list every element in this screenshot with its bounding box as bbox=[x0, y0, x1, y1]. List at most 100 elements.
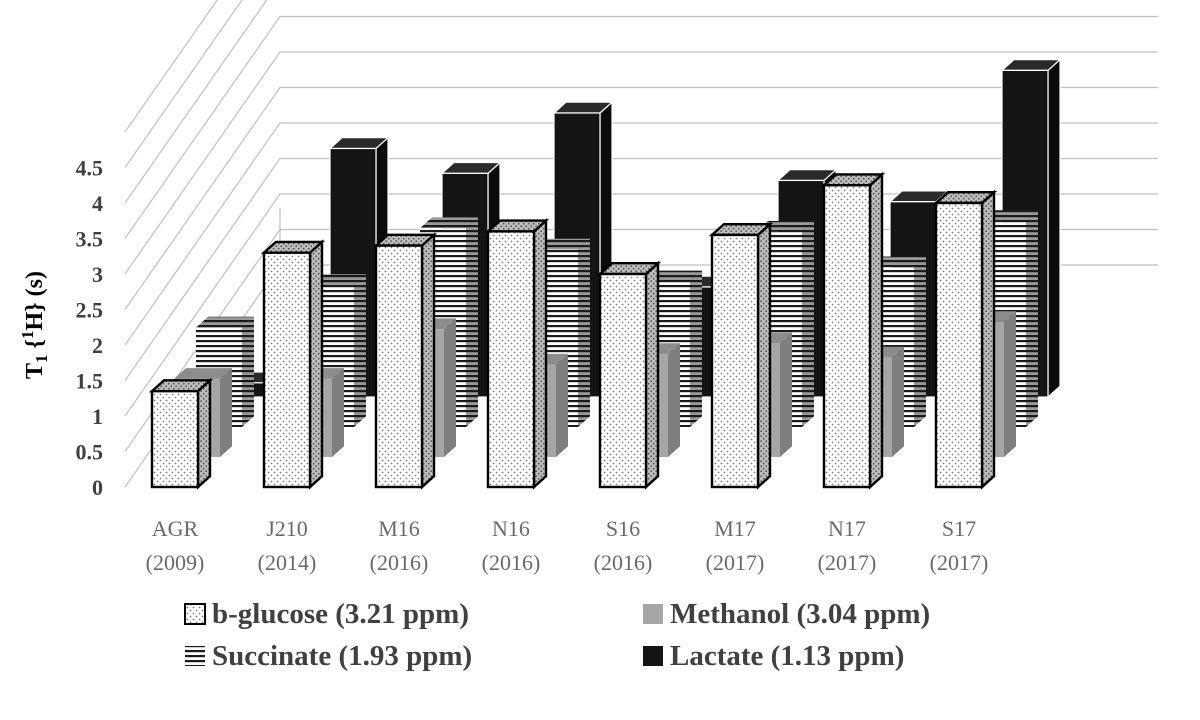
x-tick-label-year: (2009) bbox=[146, 550, 205, 575]
legend-item: Methanol (3.04 ppm) bbox=[643, 598, 930, 630]
bar-side bbox=[914, 256, 926, 427]
bar bbox=[484, 217, 550, 490]
y-tick-label: 1.5 bbox=[76, 369, 104, 394]
x-tick-label: N17 bbox=[828, 516, 866, 541]
bar-top bbox=[148, 379, 214, 393]
bar-side bbox=[578, 238, 590, 427]
bar-top bbox=[820, 173, 886, 187]
gridline bbox=[124, 0, 268, 204]
bar-front bbox=[598, 272, 648, 489]
x-tick-label: N16 bbox=[492, 516, 530, 541]
legend: b-glucose (3.21 ppm) Methanol (3.04 ppm) S… bbox=[184, 598, 930, 672]
bar bbox=[260, 239, 326, 490]
x-tick-label: M16 bbox=[378, 516, 420, 541]
bar-side bbox=[466, 217, 478, 427]
y-axis-tick-labels: 0 0.5 1 1.5 2 2.5 3 3.5 4 4.5 bbox=[76, 156, 104, 501]
legend-swatch bbox=[185, 646, 205, 666]
bar-side bbox=[780, 332, 792, 457]
bar-side bbox=[690, 270, 702, 427]
y-tick-label: 3 bbox=[92, 262, 103, 287]
x-tick-label-year: (2017) bbox=[818, 550, 877, 575]
legend-swatch bbox=[643, 604, 663, 624]
series-dots bbox=[148, 171, 998, 490]
bar-side bbox=[892, 346, 904, 457]
legend-item: Succinate (1.93 ppm) bbox=[185, 640, 472, 672]
legend-label: Succinate (1.93 ppm) bbox=[212, 640, 472, 672]
bar-front bbox=[486, 230, 536, 489]
bar-side bbox=[868, 171, 884, 490]
x-tick-label-year: (2017) bbox=[706, 550, 765, 575]
gridline bbox=[124, 0, 218, 133]
gridline bbox=[124, 122, 1158, 346]
gridline bbox=[124, 157, 1158, 381]
bar-side bbox=[1004, 311, 1016, 457]
bar-front bbox=[374, 244, 424, 489]
y-tick-label: 0 bbox=[92, 475, 103, 500]
bar-side bbox=[644, 260, 660, 490]
bar-top bbox=[484, 219, 550, 233]
bar-side bbox=[354, 274, 366, 427]
bar-front bbox=[822, 184, 872, 489]
x-tick-label-year: (2017) bbox=[930, 550, 989, 575]
bar-side bbox=[802, 220, 814, 427]
bar-side bbox=[420, 232, 436, 490]
bar-side bbox=[980, 189, 996, 490]
bar-side bbox=[756, 221, 772, 490]
bar-side bbox=[308, 239, 324, 490]
x-axis-category-labels: AGR (2009) J210 (2014) M16 (2016) N16 (2016) S16… bbox=[146, 516, 989, 575]
bar-top bbox=[174, 368, 232, 379]
legend-label: Lactate (1.13 ppm) bbox=[670, 640, 904, 672]
x-tick-label: AGR bbox=[152, 516, 199, 541]
bar bbox=[596, 260, 662, 490]
gridline bbox=[124, 0, 243, 168]
y-tick-label: 2.5 bbox=[76, 298, 104, 323]
bar bbox=[708, 221, 774, 490]
legend-label: Methanol (3.04 ppm) bbox=[670, 598, 930, 630]
legend-swatch bbox=[184, 603, 206, 625]
legend-item: b-glucose (3.21 ppm) bbox=[184, 598, 469, 630]
x-tick-label: J210 bbox=[266, 516, 308, 541]
bar-side bbox=[668, 343, 680, 457]
bar-side bbox=[444, 318, 456, 457]
x-tick-label: M17 bbox=[714, 516, 756, 541]
bar-side bbox=[332, 368, 344, 457]
bar bbox=[932, 189, 998, 490]
y-tick-label: 2 bbox=[92, 333, 103, 358]
x-tick-label-year: (2014) bbox=[258, 550, 317, 575]
bar-top bbox=[708, 222, 774, 237]
bar-side bbox=[242, 316, 254, 427]
bar-side bbox=[196, 377, 212, 490]
bar-side bbox=[220, 368, 232, 457]
y-tick-label: 4 bbox=[92, 191, 103, 216]
bar-top bbox=[932, 190, 998, 205]
bar bbox=[372, 232, 438, 490]
y-tick-label: 1 bbox=[92, 404, 103, 429]
x-tick-label-year: (2016) bbox=[594, 550, 653, 575]
bar-side bbox=[556, 353, 568, 457]
x-tick-label: S17 bbox=[942, 516, 976, 541]
legend-label: b-glucose (3.21 ppm) bbox=[212, 598, 469, 630]
bar-front bbox=[150, 389, 200, 489]
legend-item: Lactate (1.13 ppm) bbox=[643, 640, 904, 672]
bar-side bbox=[1047, 58, 1061, 399]
y-tick-label: 0.5 bbox=[76, 440, 104, 465]
x-tick-label-year: (2016) bbox=[482, 550, 541, 575]
bar-top bbox=[596, 262, 662, 276]
bar bbox=[820, 171, 886, 490]
bar-front bbox=[710, 233, 760, 489]
bar-top bbox=[420, 217, 478, 229]
y-tick-label: 3.5 bbox=[76, 227, 104, 252]
gridline bbox=[124, 15, 1158, 239]
bar-top bbox=[372, 233, 438, 247]
bars bbox=[148, 58, 1062, 490]
y-tick-label: 4.5 bbox=[76, 156, 104, 181]
bar-side bbox=[1026, 210, 1038, 427]
bar-front bbox=[262, 251, 312, 489]
bar-front bbox=[934, 201, 984, 489]
x-tick-label-year: (2016) bbox=[370, 550, 429, 575]
bar-top bbox=[196, 316, 254, 328]
bar bbox=[148, 377, 214, 490]
bar-top bbox=[260, 240, 326, 254]
x-tick-label: S16 bbox=[606, 516, 640, 541]
